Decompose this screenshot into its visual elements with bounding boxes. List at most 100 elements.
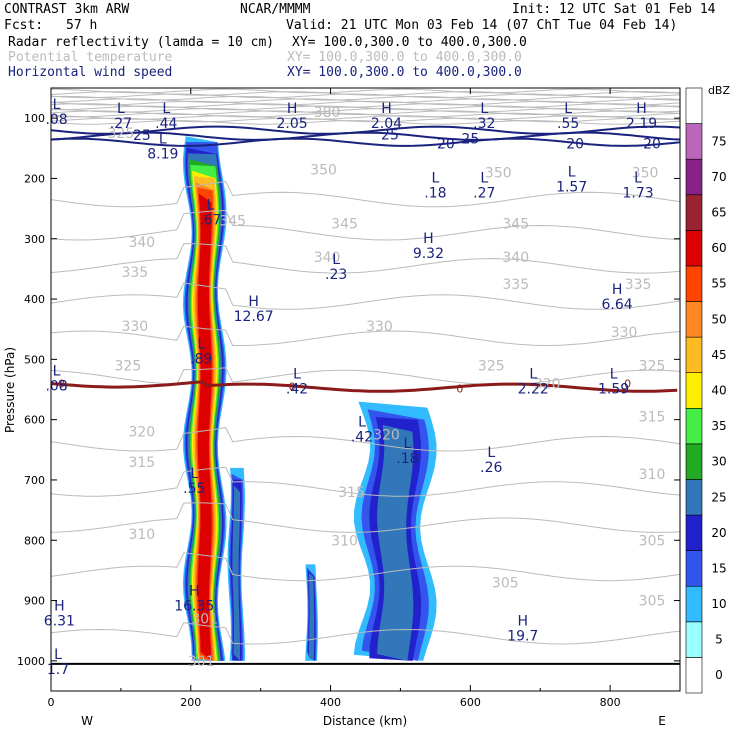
theta-label: 315 [338, 485, 365, 501]
y-tick-label: 100 [24, 112, 45, 125]
y-tick-label: 800 [24, 534, 45, 547]
x-axis-label: Distance (km) [323, 714, 407, 728]
extremum-type-label: L [568, 164, 576, 180]
theta-label: 350 [632, 165, 659, 181]
theta-label: 305 [639, 533, 666, 549]
colorbar-level-label: 35 [711, 419, 726, 433]
wind-contour [51, 137, 680, 147]
theta-label: 301 [188, 654, 215, 670]
extremum-value-label: 12.67 [234, 309, 274, 325]
extremum-value-label: .23 [325, 267, 347, 283]
colorbar-level-label: 5 [715, 633, 723, 647]
extremum-value-label: 19.7 [507, 629, 538, 645]
extremum-type-label: L [159, 131, 167, 147]
y-tick-label: 300 [24, 233, 45, 246]
extremum-type-label: L [162, 101, 170, 117]
theta-label: 305 [639, 594, 666, 610]
theta-contour-upper [51, 100, 680, 106]
theta-contour [51, 502, 680, 533]
contour-layer [51, 88, 680, 665]
extremum-type-label: L [431, 170, 439, 186]
theta-label: 380 [314, 105, 341, 121]
colorbar-swatch [685, 230, 703, 267]
extremum-value-label: 1.7 [47, 662, 69, 678]
extremum-type-label: L [53, 363, 61, 379]
extremum-type-label: L [332, 252, 340, 268]
theta-label: 335 [502, 277, 529, 293]
theta-label: 330 [121, 319, 148, 335]
colorbar-swatch [685, 479, 703, 516]
colorbar-level-label: 40 [711, 384, 726, 398]
extremum-value-label: 1.57 [556, 179, 587, 195]
theta-label: 325 [639, 358, 666, 374]
theta-contour [51, 367, 680, 386]
wind-label: 20 [437, 136, 455, 152]
colorbar: 0 5 10 15 20 25 30 35 40 45 50 55 60 65 70 75 dBZ [685, 84, 730, 694]
x-tick-label: 400 [320, 696, 341, 709]
colorbar-swatch [685, 87, 703, 124]
colorbar-level-label: 65 [711, 206, 726, 220]
theta-label: 350 [310, 162, 337, 178]
wind-zero-label: 0 [289, 380, 296, 393]
x-tick-label: 800 [600, 696, 621, 709]
theta-label: 350 [485, 165, 512, 181]
theta-label: 320 [534, 376, 561, 392]
wind-zero-label: 0 [624, 377, 631, 390]
theta-contour-upper [51, 105, 680, 111]
colorbar-swatch [685, 372, 703, 409]
extremum-value-label: .44 [155, 116, 177, 132]
wind-label: 25 [461, 132, 479, 148]
theta-contour-upper [51, 98, 680, 104]
xy-theta: XY= 100.0,300.0 to 400.0,300.0 [287, 50, 522, 65]
y-tick-label: 500 [24, 353, 45, 366]
colorbar-level-label: 10 [711, 597, 726, 611]
theta-contour-upper [51, 107, 680, 113]
theta-contour [51, 552, 680, 582]
colorbar-swatch [685, 194, 703, 231]
theta-contour-upper [51, 88, 680, 94]
colorbar-level-label: 25 [711, 490, 726, 504]
org-label: NCAR/MMMM [240, 2, 311, 17]
extremum-type-label: L [610, 366, 618, 382]
theta-label: 335 [121, 265, 148, 281]
theta-label: 310 [639, 467, 666, 483]
extremum-type-label: H [54, 599, 65, 615]
extremum-type-label: L [480, 101, 488, 117]
colorbar-level-label: 45 [711, 348, 726, 362]
theta-label: 330 [366, 319, 393, 335]
extremum-value-label: 1.73 [622, 185, 653, 201]
extremum-type-label: H [248, 294, 259, 310]
theta-contour-upper [51, 91, 680, 96]
theta-contour-upper [51, 120, 680, 125]
theta-label: 335 [625, 277, 652, 293]
extremum-type-label: H [381, 101, 392, 117]
y-axis-label: Pressure (hPa) [3, 347, 17, 433]
theta-label: 301 [191, 612, 218, 628]
colorbar-level-label: 20 [711, 526, 726, 540]
theta-label: 345 [331, 217, 358, 233]
wind-zero-label: 0 [58, 377, 65, 390]
theta-label: 325 [108, 126, 135, 142]
extremum-type-label: H [287, 101, 298, 117]
extremum-value-label: 6.31 [44, 614, 75, 630]
label-layer: 380 325 350 350 350 345 345 345 340 340 340 335 335 3… [44, 97, 666, 678]
theta-label: 340 [502, 250, 529, 266]
theta-contour-upper [51, 93, 680, 99]
colorbar-swatch [685, 301, 703, 338]
x-end-label-east: E [658, 714, 666, 728]
theta-contour [51, 325, 680, 347]
extremum-type-label: H [423, 231, 434, 247]
plot-frame [50, 87, 681, 692]
colorbar-level-label: 75 [711, 134, 726, 148]
colorbar-level-label: 30 [711, 455, 726, 469]
extremum-type-label: L [197, 336, 205, 352]
extremum-value-label: 1.59 [598, 381, 629, 397]
theta-contour [51, 180, 680, 208]
extremum-value-label: .55 [183, 481, 205, 497]
extremum-value-label: .89 [190, 351, 212, 367]
extremum-type-label: L [54, 647, 62, 663]
wind-label: 20 [643, 136, 661, 152]
wind-label: 25 [133, 128, 151, 144]
wind-label: 20 [566, 136, 584, 152]
extremum-type-label: L [190, 466, 198, 482]
